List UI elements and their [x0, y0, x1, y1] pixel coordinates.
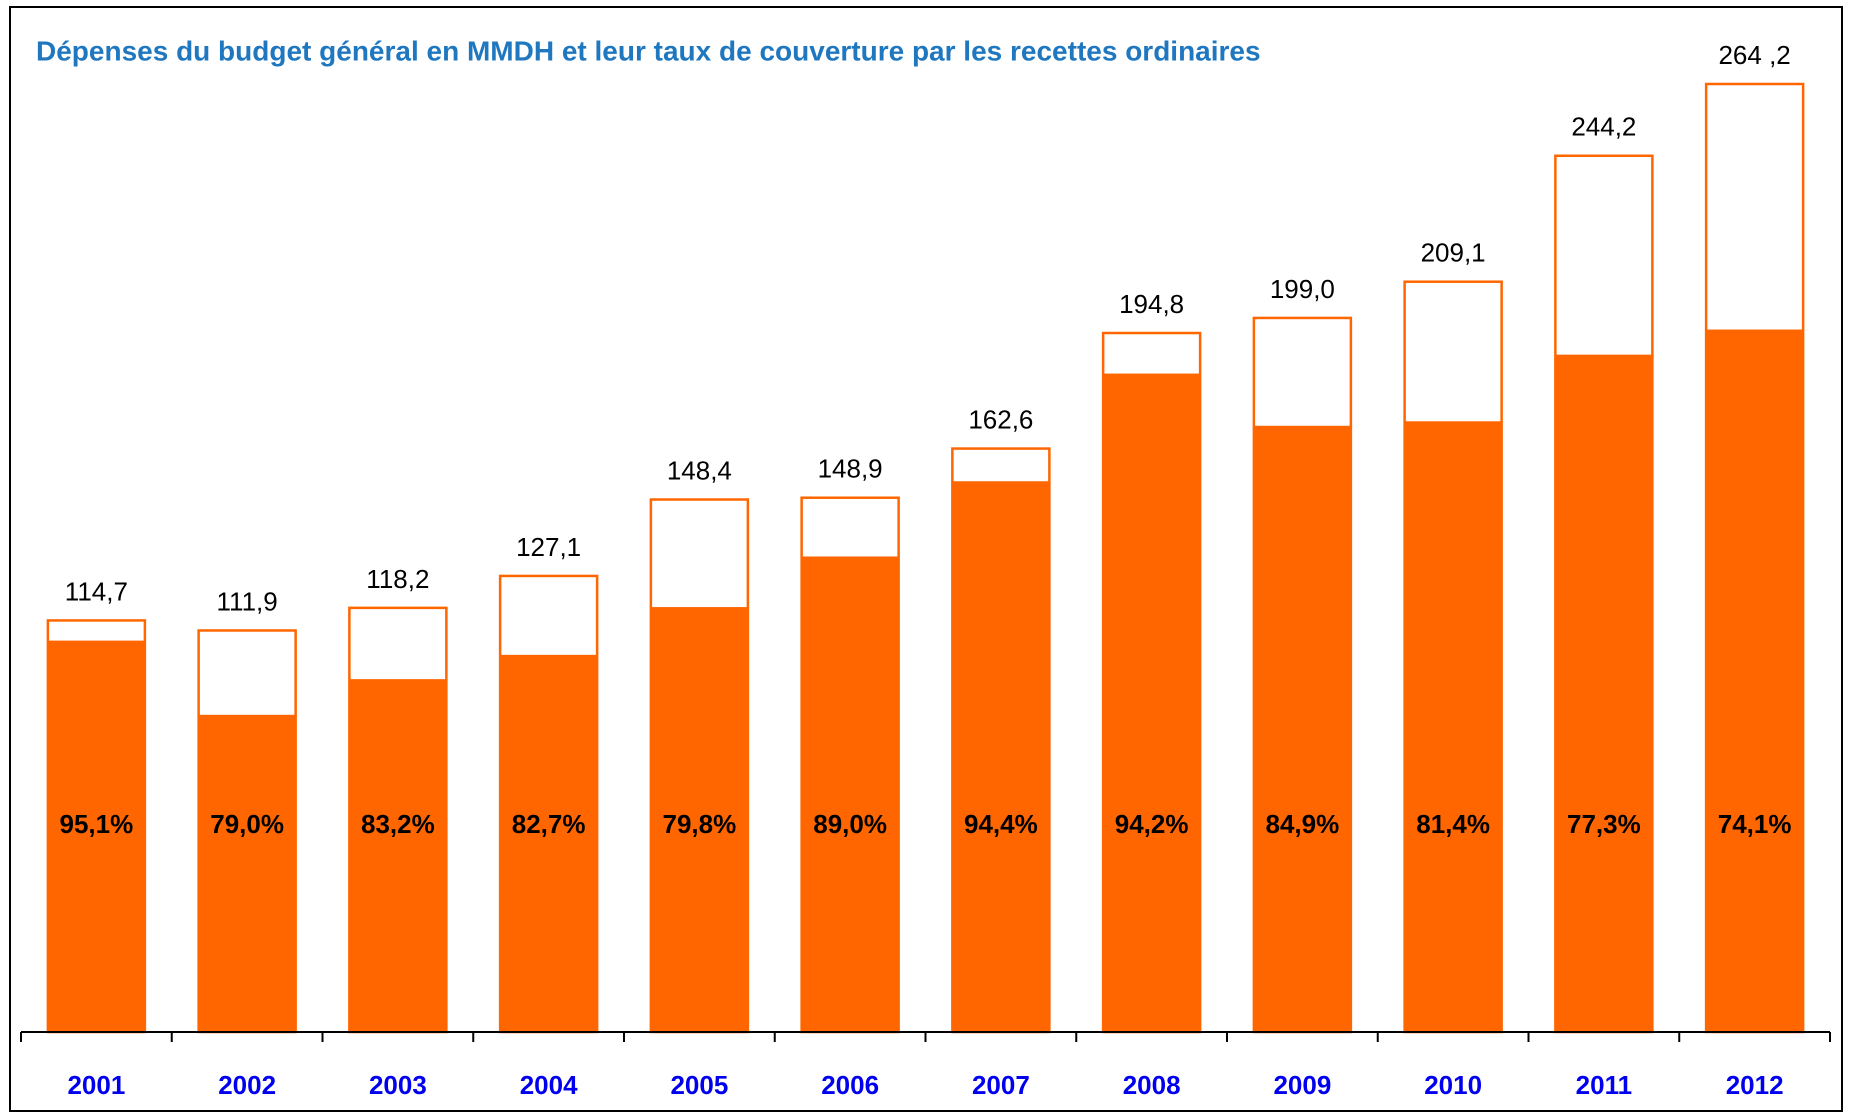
x-tick-label: 2001 — [67, 1070, 125, 1100]
x-tick-label: 2006 — [821, 1070, 879, 1100]
x-tick-label: 2007 — [972, 1070, 1030, 1100]
bar-covered — [1103, 373, 1201, 1032]
bar-covered — [1404, 421, 1502, 1032]
value-label: 127,1 — [516, 532, 581, 562]
value-label: 148,9 — [818, 454, 883, 484]
value-label: 244,2 — [1571, 112, 1636, 142]
x-tick-label: 2004 — [520, 1070, 578, 1100]
coverage-label: 94,4% — [964, 809, 1038, 839]
bar-covered — [349, 679, 447, 1032]
bar-covered — [952, 481, 1050, 1033]
coverage-label: 94,2% — [1115, 809, 1189, 839]
coverage-label: 74,1% — [1718, 809, 1792, 839]
x-tick-label: 2010 — [1424, 1070, 1482, 1100]
value-label: 264 ,2 — [1718, 40, 1790, 70]
value-label: 118,2 — [366, 564, 429, 594]
bar-covered — [1253, 425, 1351, 1032]
coverage-label: 77,3% — [1567, 809, 1641, 839]
bar-covered — [500, 654, 598, 1032]
bar-covered — [47, 640, 145, 1032]
value-label: 209,1 — [1421, 238, 1486, 268]
bar-covered — [1706, 329, 1804, 1033]
bar-covered — [650, 607, 748, 1032]
bar-covered — [198, 714, 296, 1032]
frame — [9, 6, 1843, 1112]
x-tick-label: 2008 — [1123, 1070, 1181, 1100]
coverage-label: 83,2% — [361, 809, 435, 839]
value-label: 199,0 — [1270, 274, 1335, 304]
x-tick-label: 2011 — [1576, 1070, 1632, 1100]
bar-covered — [1555, 354, 1653, 1032]
value-label: 194,8 — [1119, 289, 1184, 319]
coverage-label: 89,0% — [813, 809, 887, 839]
coverage-label: 82,7% — [512, 809, 586, 839]
value-label: 114,7 — [65, 576, 128, 606]
x-tick-label: 2003 — [369, 1070, 427, 1100]
x-tick-label: 2005 — [670, 1070, 728, 1100]
chart-title: Dépenses du budget général en MMDH et le… — [36, 35, 1261, 66]
x-tick-label: 2012 — [1726, 1070, 1784, 1100]
value-label: 111,9 — [217, 586, 278, 616]
value-label: 148,4 — [667, 455, 732, 485]
bar-covered — [801, 556, 899, 1032]
coverage-label: 79,8% — [663, 809, 737, 839]
value-label: 162,6 — [968, 404, 1033, 434]
coverage-label: 84,9% — [1266, 809, 1340, 839]
coverage-label: 81,4% — [1416, 809, 1490, 839]
coverage-label: 95,1% — [60, 809, 134, 839]
x-tick-label: 2002 — [218, 1070, 276, 1100]
coverage-label: 79,0% — [210, 809, 284, 839]
x-tick-label: 2009 — [1273, 1070, 1331, 1100]
